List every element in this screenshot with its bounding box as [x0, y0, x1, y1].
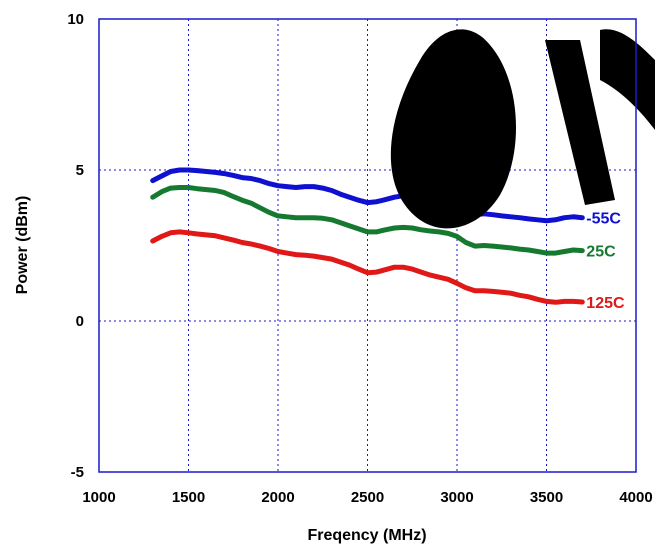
series-line [150, 229, 585, 305]
y-tick-label: 0 [76, 313, 84, 330]
series-line [150, 185, 585, 256]
y-axis-title: Power (dBm) [14, 196, 31, 295]
tick-labels: 1000 1500 2000 2500 3000 3500 4000 -5 0 5 10 [67, 11, 652, 506]
x-tick-label: 1500 [172, 489, 205, 506]
plot-frame [98, 18, 637, 473]
watermark-shape [545, 40, 615, 205]
x-tick-label: 2500 [351, 489, 384, 506]
y-tick-label: 5 [76, 162, 84, 179]
y-tick-label: -5 [71, 464, 84, 481]
series-label: -55C [586, 211, 621, 228]
series-layer [150, 167, 585, 305]
x-tick-label: 2000 [261, 489, 294, 506]
watermark-decoration [390, 29, 655, 229]
grid [99, 19, 636, 472]
y-tick-label: 10 [67, 11, 84, 28]
series-label: 125C [586, 295, 625, 312]
x-tick-label: 3500 [530, 489, 563, 506]
x-axis-title: Freqency (MHz) [307, 527, 426, 544]
x-tick-label: 4000 [619, 489, 652, 506]
x-tick-label: 3000 [440, 489, 473, 506]
series-labels: -55C 25C 125C [586, 211, 625, 312]
x-tick-label: 1000 [82, 489, 115, 506]
watermark-shape [600, 29, 655, 131]
series-line [150, 167, 585, 224]
watermark-shape [390, 29, 517, 229]
series-label: 25C [586, 244, 616, 261]
